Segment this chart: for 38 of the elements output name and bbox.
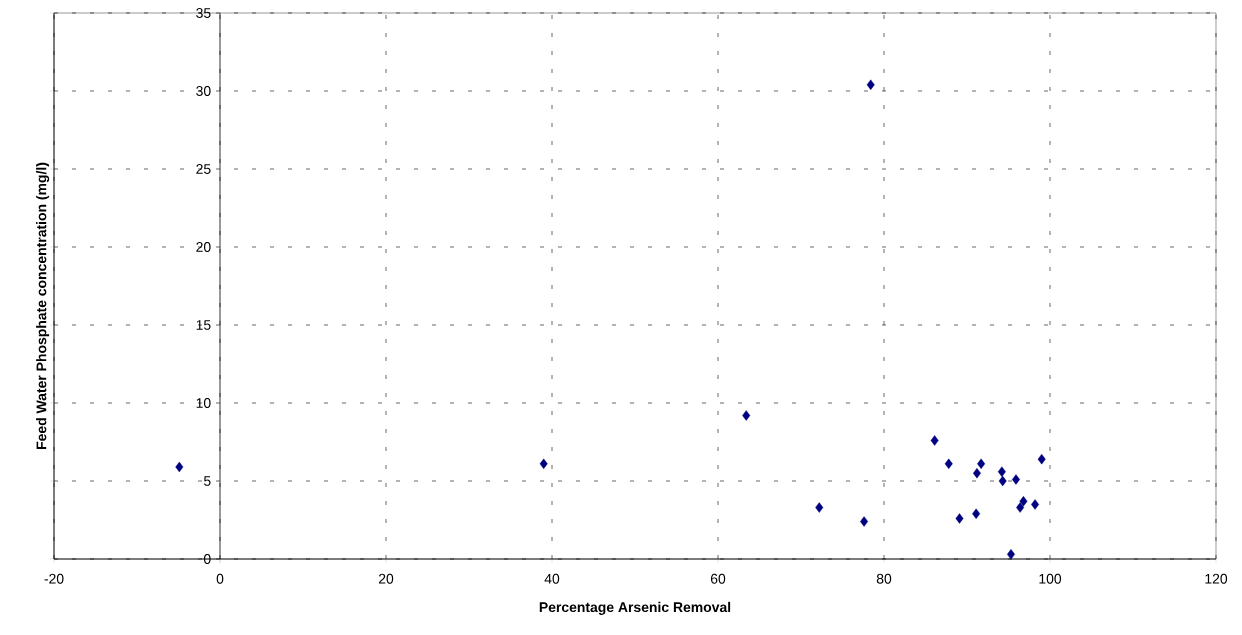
y-tick-label: 0 [203,554,211,564]
point [866,79,875,90]
x-tick-label: 100 [1039,573,1062,584]
point [860,516,869,527]
point [973,468,981,479]
point [742,410,751,421]
point [1007,549,1015,560]
x-tick-label: 40 [544,573,560,584]
point [539,458,548,470]
y-tick-label: 20 [196,242,211,252]
x-tick-label: -20 [44,573,64,584]
point [972,508,981,519]
point [977,458,986,470]
point [1012,474,1020,485]
point [815,502,824,513]
point [1019,496,1028,507]
point [997,466,1006,477]
point [930,435,939,446]
x-tick-label: 80 [876,573,892,584]
x-axis-title: Percentage Arsenic Removal [539,601,731,615]
y-tick-label: 30 [196,86,211,96]
point [1037,453,1046,465]
y-tick-label: 25 [196,164,211,174]
x-tick-label: 0 [216,573,224,584]
x-tick-label: 120 [1205,573,1228,584]
y-tick-label: 35 [196,8,211,18]
point [955,513,964,524]
point [1016,502,1025,513]
point [1031,499,1040,510]
y-tick-label: 15 [196,320,211,330]
x-tick-label: 60 [710,573,726,584]
point [175,461,184,473]
x-tick-label: 20 [378,573,394,584]
point [998,475,1007,487]
y-tick-label: 5 [203,476,211,486]
point [944,458,953,470]
y-tick-label: 10 [196,398,211,408]
y-axis-title: Feed Water Phosphate concentration (mg/l) [36,162,50,449]
